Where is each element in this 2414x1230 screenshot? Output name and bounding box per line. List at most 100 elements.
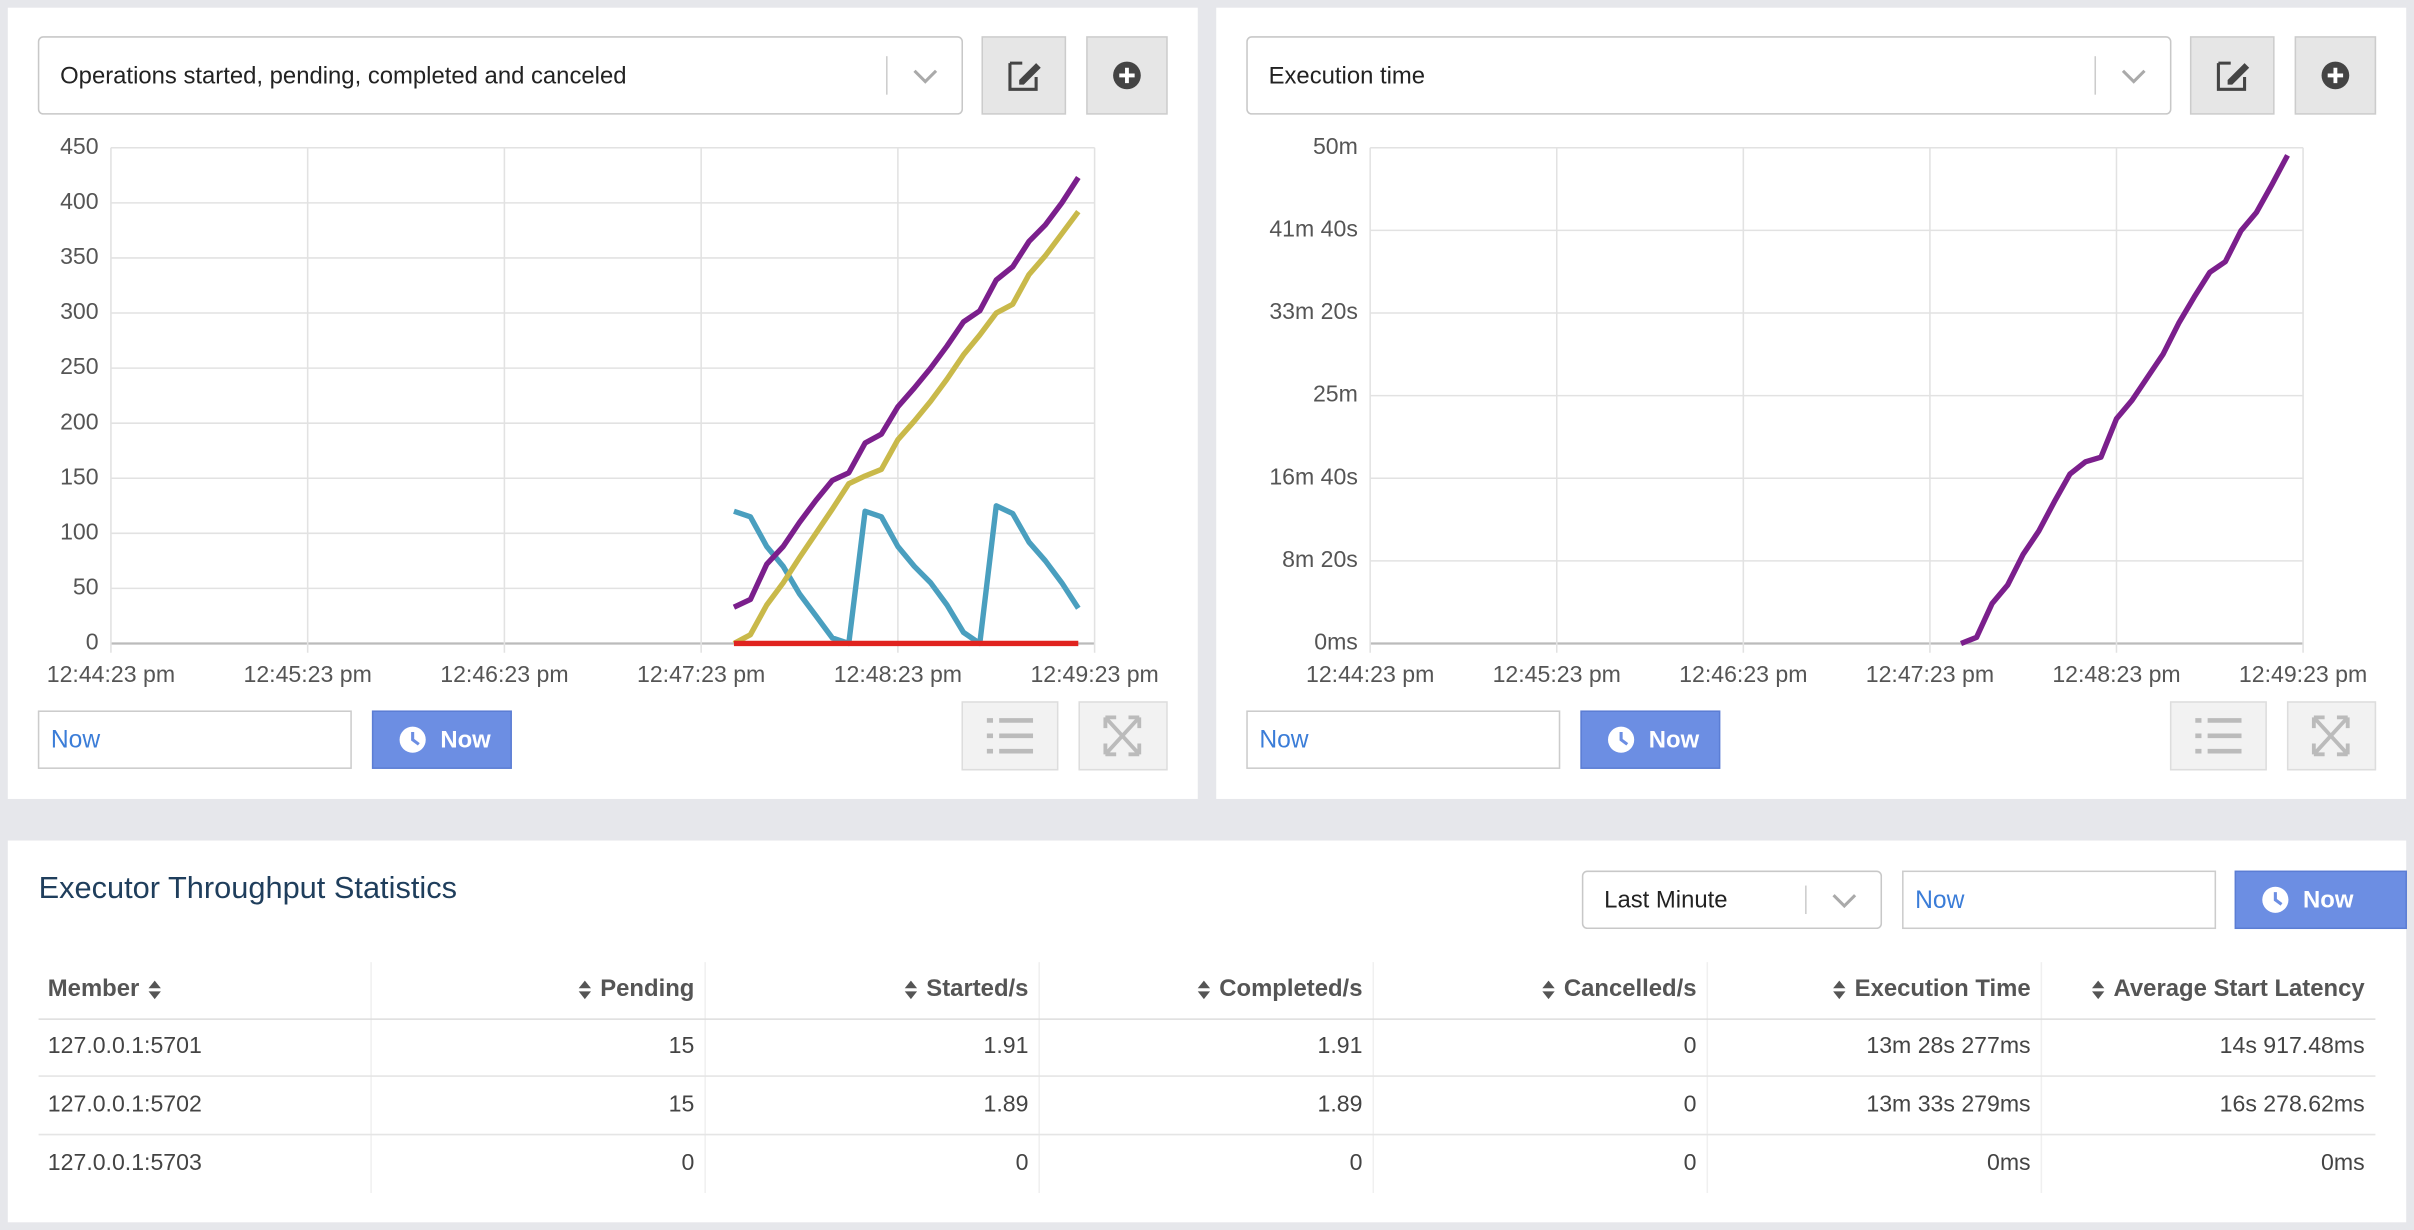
y-tick-label: 100 [60,518,99,544]
y-tick-label: 150 [60,463,99,489]
select-value: Operations started, pending, completed a… [60,62,626,89]
y-tick-label: 50 [73,573,99,599]
table-cell: 0ms [2321,1149,2365,1175]
x-tick-label: 12:44:23 pm [47,661,175,687]
column-header[interactable]: Pending [600,975,694,1002]
y-tick-label: 450 [60,133,99,159]
add-icon-plus [2327,67,2344,84]
column-header[interactable]: Average Start Latency [2114,975,2366,1002]
table-cell: 0 [1684,1032,1697,1058]
table-cell: 0 [1350,1149,1363,1175]
time-input-value: Now [1915,887,1964,914]
table-cell: 14s 917.48ms [2220,1032,2365,1058]
table-cell: 15 [669,1090,695,1116]
edit-icon [1008,61,1038,91]
clock-hands [2273,892,2283,906]
series-line [733,503,1081,647]
y-tick-label: 300 [60,298,99,324]
chevron-icon [913,69,938,84]
select-box[interactable] [1246,36,2172,115]
table-cell: 127.0.0.1:5701 [48,1032,202,1058]
y-tick-label: 0ms [1314,629,1358,655]
table-cell: 0ms [1987,1149,2031,1175]
table-cell: 0 [1016,1149,1029,1175]
time-input[interactable] [1246,710,1561,769]
expand-icon [1103,715,1142,757]
x-tick-label: 12:44:23 pm [1306,661,1434,687]
y-tick-label: 350 [60,243,99,269]
time-input[interactable] [1902,870,2217,930]
x-tick-label: 12:45:23 pm [244,661,372,687]
expand-icon [2311,715,2350,757]
table-cell: 13m 28s 277ms [1866,1032,2030,1058]
chart-panel [7,7,1198,799]
column-header[interactable]: Started/s [926,975,1028,1002]
table-cell: 13m 33s 279ms [1866,1090,2030,1116]
clock-hands [411,731,420,746]
table-cell: 0 [1684,1149,1697,1175]
select-box[interactable] [37,36,964,115]
select-value: Execution time [1269,62,1425,89]
x-tick-label: 12:47:23 pm [1866,661,1994,687]
now-button[interactable] [1580,710,1721,769]
column-header[interactable]: Execution Time [1855,975,2031,1002]
y-tick-label: 8m 20s [1282,546,1358,572]
y-tick-label: 41m 40s [1269,215,1358,241]
y-tick-label: 200 [60,408,99,434]
table-cell: 1.89 [1318,1090,1363,1116]
now-button-label: Now [440,727,491,754]
x-tick-label: 12:46:23 pm [440,661,568,687]
clock-hands [1619,731,1629,746]
column-header[interactable]: Member [48,975,139,1002]
chevron-icon [1832,894,1857,909]
chevron-icon [2121,69,2146,84]
table-cell: 16s 278.62ms [2220,1090,2365,1116]
time-input[interactable] [37,710,352,769]
sort-icon[interactable] [2092,980,2105,1000]
sort-icon[interactable] [578,980,592,1000]
table-cell: 127.0.0.1:5702 [48,1090,202,1116]
sort-icon[interactable] [1833,980,1846,1000]
now-button-label: Now [1649,727,1700,754]
table-cell: 0 [682,1149,695,1175]
table-cell: 1.89 [984,1090,1029,1116]
now-button[interactable] [371,710,512,769]
table-cell: 15 [669,1032,695,1058]
sort-icon[interactable] [904,980,918,1000]
y-tick-label: 16m 40s [1269,463,1358,489]
sort-icon[interactable] [1542,980,1555,1000]
y-tick-label: 250 [60,353,99,379]
table-cell: 1.91 [984,1032,1029,1058]
edit-pencil [1019,63,1041,85]
series-line [1960,154,2290,646]
sort-icon[interactable] [1197,980,1211,1000]
series-line [732,176,1081,610]
x-tick-label: 12:49:23 pm [1030,661,1158,687]
time-input-value: Now [51,727,100,754]
y-tick-label: 25m [1313,381,1358,407]
x-tick-label: 12:49:23 pm [2239,661,2367,687]
y-tick-label: 0 [86,629,99,655]
x-tick-label: 12:47:23 pm [637,661,765,687]
x-tick-label: 12:45:23 pm [1493,661,1621,687]
table-cell: 0 [1684,1090,1697,1116]
edit-icon [2216,61,2247,91]
series-line [732,210,1081,646]
table-cell: 1.91 [1318,1032,1363,1058]
x-tick-label: 12:48:23 pm [834,661,962,687]
time-input-value: Now [1259,727,1308,754]
sort-icon[interactable] [148,980,161,1000]
edit-pencil [2227,63,2250,85]
y-tick-label: 33m 20s [1269,298,1358,324]
table-cell: 127.0.0.1:5703 [48,1149,202,1175]
add-icon-plus [1119,67,1135,84]
select-value: Last Minute [1604,887,1727,914]
x-tick-label: 12:48:23 pm [2052,661,2180,687]
chart-panel [1216,7,2407,799]
column-header[interactable]: Cancelled/s [1564,975,1697,1002]
y-tick-label: 400 [60,188,99,214]
x-tick-label: 12:46:23 pm [1679,661,1807,687]
column-header[interactable]: Completed/s [1219,975,1362,1002]
